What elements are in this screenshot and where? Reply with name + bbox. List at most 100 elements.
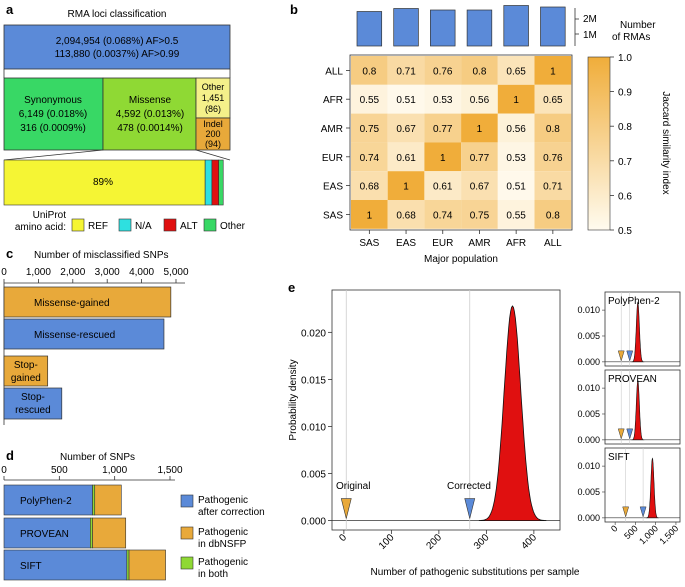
amino-acid-bar [3,159,224,206]
missense-line2: 478 (0.0014%) [117,123,183,134]
panel-c-bars: Missense-gained Missense-rescued Stop-gain… [3,286,172,420]
d-bar-blue [3,549,128,581]
heatmap-cell [534,84,572,114]
other-segment [218,159,224,206]
colorbar-tick-label: 0.7 [618,157,632,168]
d-bar-green [92,484,96,516]
heatmap-cell [461,84,498,114]
rma-count-bar [356,11,383,47]
d-bar-orange [92,517,127,549]
panel-b: b 2M 1M Number of RMAs 0.8 0.71 0.76 0.8 0.6… [290,2,671,265]
heatmap-cell-value: 1 [550,66,556,77]
panel-d: d Number of SNPs 0 500 1,000 1,500 PolyPhen… [1,448,265,581]
panel-c-title: Number of misclassified SNPs [34,250,168,261]
legend-other: Other [220,221,246,232]
colorbar-tick-label: 0.8 [618,122,632,133]
c-tick-label: 4,000 [129,267,154,278]
heatmap-cell [387,113,425,143]
synonymous-box [3,77,104,151]
heatmap-cell-value: 0.55 [506,210,526,221]
all-rma-box [3,24,231,70]
legend-na: N/A [135,221,152,232]
d-tick-label: 500 [51,465,68,476]
colorbar [587,56,611,231]
rma-count-bars [356,5,566,47]
col-label: AFR [506,238,526,249]
heatmap-cell-value: 0.8 [362,66,376,77]
row-label: EUR [322,153,343,164]
missense-name: Missense [129,95,172,106]
heatmap-cell [351,84,388,114]
heatmap-cell-value: 0.67 [396,124,416,135]
bar-axis-label-2: of RMAs [612,32,650,43]
heatmap-cell-value: 0.68 [396,210,416,221]
density-xtick-label: 100 [377,532,397,552]
d-tick-label: 1,500 [157,465,182,476]
c-bar-label: Stop- [21,392,45,403]
heatmap-row-labels: ALL AFR AMR EUR EAS SAS [321,66,350,221]
connector-left-2 [3,149,104,161]
heatmap-cell [351,171,388,200]
c-bar-label: Missense-rescued [34,330,115,341]
heatmap-cell-value: 0.8 [546,124,560,135]
sub-density-peak [645,457,659,519]
heatmap-cell [534,171,572,200]
heatmap-cell-value: 0.74 [433,210,453,221]
density-ytick-label: 0.010 [301,422,326,433]
legend-both-1: Pathogenic [198,557,248,568]
heatmap-cell-value: 0.65 [506,66,526,77]
heatmap-cell-value: 1 [513,95,519,106]
row-label: ALL [325,66,343,77]
col-label: EAS [396,238,416,249]
sub-ytick-label: 0.005 [577,487,600,497]
heatmap-cell [534,113,572,143]
heatmap-cell-value: 0.77 [433,124,453,135]
other-name: Other [202,82,225,92]
heatmap-cell-value: 0.76 [543,153,563,164]
indel-line1: 200 [205,129,220,139]
density-xtick-label: 400 [519,532,539,552]
d-bar-orange [94,484,122,516]
colorbar-label: Jaccard similarity index [660,91,671,194]
legend-swatch-dbnsfp [180,526,194,540]
sub-panel-title: PROVEAN [608,374,657,385]
heatmap-cell-value: 0.56 [506,124,526,135]
heatmap-cell-value: 0.68 [360,182,380,193]
sub-ytick-label: 0.005 [577,409,600,419]
ref-percent: 89% [93,177,113,188]
c-tick-label: 2,000 [60,267,85,278]
heatmap-cell [497,84,535,114]
sub-density-peak [631,301,645,363]
sub-ytick-label: 0.010 [577,383,600,393]
indel-line2: (94) [205,139,221,149]
heatmap-col-labels: SAS EAS EUR AMR AFR ALL [359,230,562,249]
heatmap-cell-value: 0.65 [543,95,563,106]
heatmap-cell [387,171,425,200]
panel-b-label: b [290,2,298,17]
density-ytick-label: 0.015 [301,375,326,386]
heatmap-cell [534,200,572,229]
panel-c: c Number of misclassified SNPs 0 1,000 2,0… [1,246,189,425]
heatmap-cell-value: 0.61 [433,182,453,193]
heatmap-cell [424,84,462,114]
heatmap-cell [534,56,572,85]
d-bar-label: PolyPhen-2 [20,496,72,507]
heatmap-cell-value: 0.71 [396,66,416,77]
original-marker [340,498,352,519]
row-label: SAS [323,210,343,221]
heatmap-cell-value: 0.71 [543,182,563,193]
heatmap-xlabel: Major population [424,254,498,265]
heatmap-cell [387,200,425,229]
col-label: ALL [544,238,562,249]
other-line2: (86) [205,104,221,114]
legend-swatch-both [180,556,194,570]
colorbar-ticks: 1.0 0.9 0.8 0.7 0.6 0.5 [610,53,632,237]
c-bar [3,355,49,387]
heatmap-cell-value: 0.61 [396,153,416,164]
heatmap-cell [497,56,535,85]
density-ytick-label: 0.005 [301,470,326,481]
synonymous-line1: 6,149 (0.018%) [19,109,87,120]
heatmap-cell-value: 0.53 [433,95,453,106]
alt-segment [211,159,219,206]
